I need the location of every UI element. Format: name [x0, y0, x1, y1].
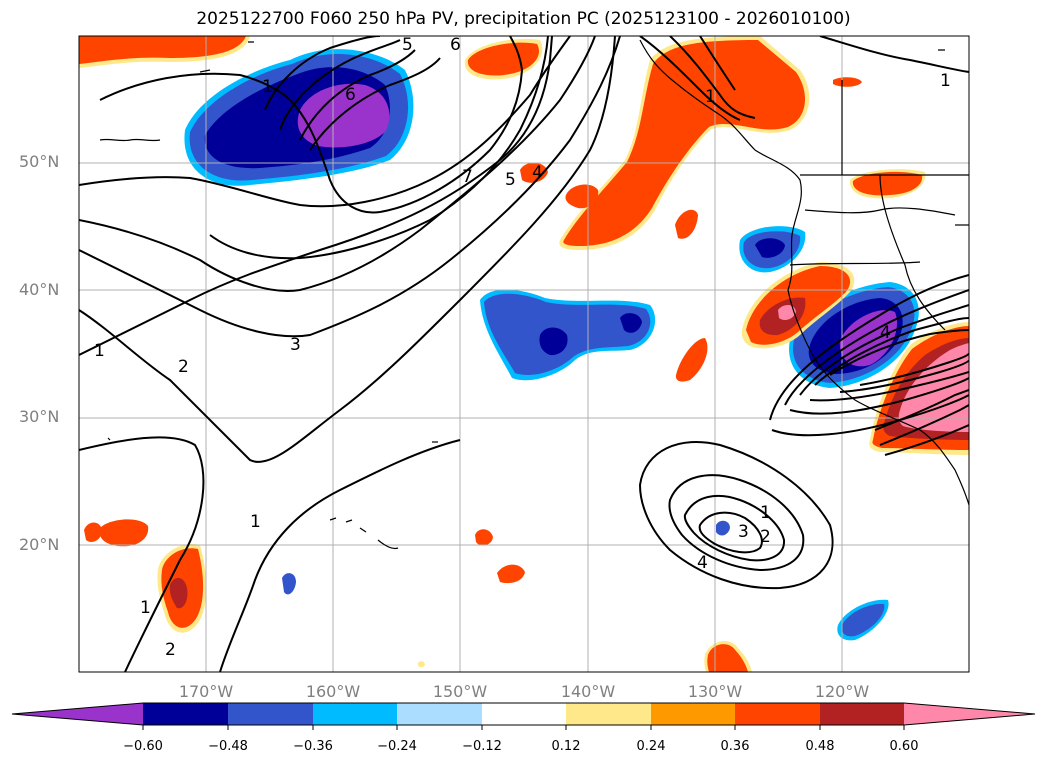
- colorbar-tick-label: 0.12: [551, 739, 581, 754]
- negative-precip-region: [282, 573, 296, 595]
- contour-label: 1: [760, 503, 771, 523]
- contour-label: 4: [697, 553, 708, 573]
- colorbar-segment: [651, 703, 735, 725]
- map-frame: [78, 35, 970, 673]
- graticule: [79, 36, 969, 672]
- coastlines: [99, 39, 969, 550]
- longitude-label: 170°W: [178, 682, 234, 701]
- colorbar-tick-label: −0.36: [293, 739, 333, 754]
- positive-precip-region: [475, 529, 493, 546]
- contour-label: 1: [250, 512, 261, 532]
- positive-precip-region: [99, 519, 149, 547]
- colorbar-extend-low: [12, 703, 143, 725]
- longitude-label: 160°W: [305, 682, 361, 701]
- contour-label: 2: [165, 640, 176, 660]
- colorbar-tick-label: −0.24: [377, 739, 417, 754]
- contour-label: 4: [880, 323, 891, 343]
- contour-label: 3: [290, 335, 301, 355]
- contour-label: 1: [705, 87, 716, 107]
- latitude-label: 50°N: [19, 152, 60, 171]
- contour-label: 5: [505, 170, 516, 190]
- positive-precip-region: [833, 77, 862, 87]
- latitude-label: 40°N: [19, 280, 60, 299]
- latitude-label: 30°N: [19, 407, 60, 426]
- colorbar-segment: [313, 703, 397, 725]
- contour-label: 4: [532, 163, 543, 183]
- map-title: 2025122700 F060 250 hPa PV, precipitatio…: [196, 9, 851, 29]
- contour-label: 1: [940, 71, 951, 91]
- colorbar-tick-label: −0.12: [462, 739, 502, 754]
- contour-label: 6: [450, 35, 461, 55]
- colorbar-segment: [143, 703, 228, 725]
- longitude-label: 150°W: [432, 682, 488, 701]
- colorbar-tick-label: 0.24: [636, 739, 666, 754]
- contour-label: 3: [738, 522, 749, 542]
- contour-label: 6: [345, 85, 356, 105]
- colorbar-segment: [820, 703, 904, 725]
- positive-precip-region: [675, 338, 708, 382]
- contour-label: 1: [140, 598, 151, 618]
- colorbar-extend-high: [904, 703, 1035, 725]
- contour-label: 7: [462, 167, 473, 187]
- colorbar-segment: [482, 703, 566, 725]
- contour-label: 1: [94, 341, 105, 361]
- contour-label: 2: [178, 357, 189, 377]
- colorbar-tick-label: 0.60: [889, 739, 919, 754]
- colorbar-segment: [566, 703, 651, 725]
- positive-precip-region: [520, 162, 548, 183]
- colorbar-tick-label: 0.36: [720, 739, 750, 754]
- positive-precip-region: [84, 522, 102, 542]
- pv-contours: [79, 36, 969, 672]
- colorbar-tick-label: 0.48: [805, 739, 835, 754]
- contour-label-group: 1 6 6 5 7 5 4 3 2 1 1 1 2 1 1 3 2 4 1 4: [94, 35, 951, 660]
- latitude-label: 20°N: [19, 535, 60, 554]
- longitude-label: 130°W: [687, 682, 743, 701]
- longitude-label: 120°W: [814, 682, 870, 701]
- colorbar-segment: [735, 703, 820, 725]
- colorbar-segment: [228, 703, 313, 725]
- contour-label: 1: [262, 77, 273, 97]
- colorbar-tick-label: −0.60: [123, 739, 163, 754]
- contour-label: 5: [402, 35, 413, 55]
- colorbar-segment: [397, 703, 482, 725]
- colorbar-tick-label: −0.48: [208, 739, 248, 754]
- contour-label: 2: [760, 527, 771, 547]
- positive-precip-region: [675, 209, 698, 239]
- colorbar: [11, 702, 1036, 730]
- positive-precip-region: [497, 564, 525, 584]
- longitude-label: 140°W: [560, 682, 616, 701]
